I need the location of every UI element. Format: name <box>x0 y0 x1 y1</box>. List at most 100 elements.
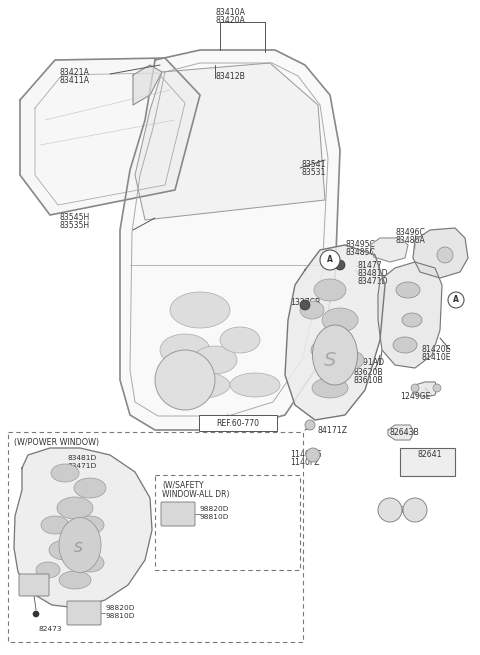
Text: 83421A: 83421A <box>60 68 90 77</box>
Ellipse shape <box>396 282 420 298</box>
Text: 83420A: 83420A <box>215 16 245 25</box>
Circle shape <box>433 384 441 392</box>
Circle shape <box>320 250 340 270</box>
Ellipse shape <box>76 516 104 534</box>
Circle shape <box>378 498 402 522</box>
Circle shape <box>411 384 419 392</box>
Text: 83411A: 83411A <box>60 76 90 85</box>
Text: 83481D: 83481D <box>68 455 97 461</box>
Text: A: A <box>453 295 459 305</box>
Circle shape <box>335 260 345 270</box>
Text: 83541: 83541 <box>302 160 326 169</box>
Ellipse shape <box>170 292 230 328</box>
Ellipse shape <box>76 554 104 572</box>
FancyBboxPatch shape <box>19 574 49 596</box>
Ellipse shape <box>300 301 324 319</box>
FancyBboxPatch shape <box>199 415 277 431</box>
Ellipse shape <box>59 517 101 572</box>
Text: 98820D: 98820D <box>105 605 134 611</box>
Polygon shape <box>370 238 408 262</box>
Ellipse shape <box>402 313 422 327</box>
FancyBboxPatch shape <box>161 502 195 526</box>
Text: 98810D: 98810D <box>200 514 229 520</box>
Text: 83535H: 83535H <box>60 221 90 230</box>
Text: (W/SAFETY: (W/SAFETY <box>162 481 204 490</box>
Ellipse shape <box>322 308 358 332</box>
Ellipse shape <box>332 350 364 370</box>
Text: 98810D: 98810D <box>105 613 134 619</box>
Circle shape <box>33 611 39 617</box>
Text: A: A <box>327 255 333 265</box>
FancyBboxPatch shape <box>400 448 455 476</box>
Text: 83471D: 83471D <box>68 463 97 469</box>
Ellipse shape <box>36 562 60 578</box>
Ellipse shape <box>230 373 280 397</box>
Text: S: S <box>324 350 336 369</box>
Text: 83495C: 83495C <box>345 240 375 249</box>
Text: 83486A: 83486A <box>395 236 425 245</box>
Text: 1327CB: 1327CB <box>290 298 320 307</box>
Polygon shape <box>20 58 200 215</box>
Text: 82643B: 82643B <box>390 428 420 437</box>
Text: 81477: 81477 <box>358 261 383 270</box>
Circle shape <box>306 448 320 462</box>
Polygon shape <box>135 63 325 220</box>
Polygon shape <box>285 245 385 420</box>
Text: 83620B: 83620B <box>353 368 383 377</box>
Circle shape <box>300 300 310 310</box>
Circle shape <box>448 292 464 308</box>
Ellipse shape <box>312 325 358 385</box>
Text: 98820D: 98820D <box>200 506 229 512</box>
Text: 84171Z: 84171Z <box>318 426 348 435</box>
FancyBboxPatch shape <box>67 601 101 625</box>
Text: 82473: 82473 <box>38 626 62 632</box>
Ellipse shape <box>57 497 93 519</box>
Ellipse shape <box>193 346 237 374</box>
Text: 81410E: 81410E <box>422 353 452 362</box>
Text: 1491AD: 1491AD <box>353 358 384 367</box>
Text: 83412B: 83412B <box>215 72 245 81</box>
Ellipse shape <box>49 540 81 560</box>
Ellipse shape <box>160 371 230 399</box>
Ellipse shape <box>160 334 210 366</box>
Polygon shape <box>413 228 468 278</box>
Text: 83485C: 83485C <box>345 248 375 257</box>
Polygon shape <box>415 382 437 397</box>
Ellipse shape <box>311 340 339 360</box>
Polygon shape <box>378 262 442 368</box>
Text: 1140GG: 1140GG <box>290 450 322 459</box>
Circle shape <box>305 420 315 430</box>
Text: 83610B: 83610B <box>353 376 383 385</box>
Polygon shape <box>14 448 152 608</box>
Text: REF.60-770: REF.60-770 <box>216 419 260 428</box>
Ellipse shape <box>51 464 79 482</box>
Text: 81420E: 81420E <box>422 345 452 354</box>
Polygon shape <box>388 425 414 440</box>
Ellipse shape <box>74 478 106 498</box>
Text: 1140FZ: 1140FZ <box>290 458 320 467</box>
Ellipse shape <box>312 378 348 398</box>
Circle shape <box>155 350 215 410</box>
Polygon shape <box>120 50 340 430</box>
Text: 83545H: 83545H <box>60 213 90 222</box>
Text: 82641: 82641 <box>418 450 443 459</box>
Bar <box>155 475 300 570</box>
Ellipse shape <box>59 571 91 589</box>
Text: 83531: 83531 <box>302 168 326 177</box>
Ellipse shape <box>393 337 417 353</box>
Circle shape <box>403 498 427 522</box>
Text: (W/POWER WINDOW): (W/POWER WINDOW) <box>14 438 99 447</box>
Ellipse shape <box>41 516 69 534</box>
Text: 83481D: 83481D <box>358 269 389 278</box>
Text: 83410A: 83410A <box>215 8 245 17</box>
Text: 1249GE: 1249GE <box>400 392 431 401</box>
Text: 83471D: 83471D <box>358 277 389 286</box>
Ellipse shape <box>314 279 346 301</box>
Polygon shape <box>133 65 162 105</box>
Bar <box>8 432 303 642</box>
Text: WINDOW-ALL DR): WINDOW-ALL DR) <box>162 490 229 499</box>
Text: 83496C: 83496C <box>395 228 425 237</box>
Text: 82630: 82630 <box>390 506 414 515</box>
Circle shape <box>437 247 453 263</box>
Ellipse shape <box>220 327 260 353</box>
